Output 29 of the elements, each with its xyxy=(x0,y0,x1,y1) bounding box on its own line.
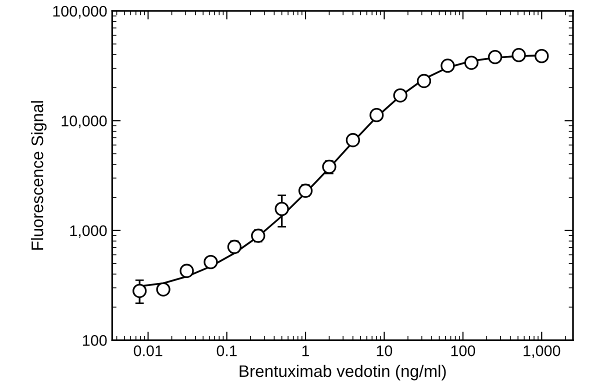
point xyxy=(393,88,408,102)
x-axis-title: Brentuximab vedotin (ng/ml) xyxy=(240,364,446,380)
y-tick-label: 100,000 xyxy=(53,6,107,18)
x-tick-label: 0.01 xyxy=(134,345,162,356)
x-tick-label: 0.1 xyxy=(216,345,237,356)
point xyxy=(180,264,194,278)
point xyxy=(534,48,549,64)
point xyxy=(298,184,313,198)
point xyxy=(132,284,147,298)
y-tick-label: 10,000 xyxy=(62,116,107,128)
point xyxy=(227,240,242,254)
x-tick-label: 1,000 xyxy=(524,345,560,358)
point xyxy=(156,282,170,297)
point xyxy=(274,202,289,216)
x-tick-label: 1 xyxy=(302,346,310,356)
x-tick-label: 100 xyxy=(451,345,476,356)
point xyxy=(370,108,384,122)
y-tick-label: 100 xyxy=(83,335,107,346)
y-axis-title: Fluorescence Signal xyxy=(31,101,47,250)
point xyxy=(464,56,478,70)
point xyxy=(512,48,526,62)
point xyxy=(204,254,218,270)
point xyxy=(488,50,502,64)
x-tick-label: 10 xyxy=(376,345,392,356)
point xyxy=(416,74,432,88)
point xyxy=(251,228,266,243)
y-tick-label: 1,000 xyxy=(70,225,107,238)
point xyxy=(440,58,455,73)
point xyxy=(346,133,360,148)
